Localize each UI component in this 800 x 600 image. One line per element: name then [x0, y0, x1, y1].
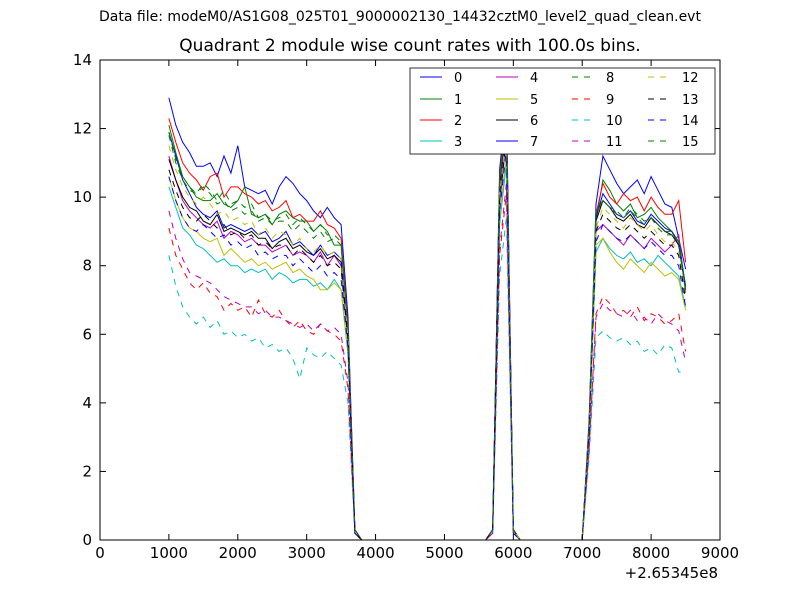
y-tick-label: 10: [73, 188, 92, 206]
series-line-7: [168, 114, 687, 540]
legend-label-1: 1: [454, 93, 462, 108]
x-tick-label: 3000: [288, 544, 326, 562]
legend-label-5: 5: [530, 93, 538, 108]
series-layer: [168, 97, 687, 540]
x-tick-label: 0: [95, 544, 105, 562]
series-line-2: [168, 111, 687, 540]
series-line-12: [168, 131, 687, 540]
x-tick-label: 8000: [632, 544, 670, 562]
x-tick-label: 1000: [150, 544, 188, 562]
x-tick-label: 7000: [563, 544, 601, 562]
series-line-5: [168, 152, 687, 540]
series-line-11: [168, 183, 687, 540]
x-tick-label: 9000: [701, 544, 739, 562]
x-tick-label: 2000: [219, 544, 257, 562]
series-line-10: [168, 217, 686, 540]
legend-label-4: 4: [530, 71, 538, 86]
y-tick-label: 0: [82, 531, 92, 549]
series-line-13: [168, 138, 687, 540]
legend-label-12: 12: [682, 71, 699, 86]
series-line-14: [168, 149, 687, 540]
legend-label-11: 11: [606, 135, 623, 150]
y-tick-label: 2: [82, 462, 92, 480]
legend-label-0: 0: [454, 71, 462, 86]
legend-label-14: 14: [682, 114, 699, 129]
legend-label-2: 2: [454, 114, 462, 129]
y-tick-label: 6: [82, 325, 92, 343]
x-tick-label: 6000: [494, 544, 532, 562]
y-tick-label: 4: [82, 394, 92, 412]
chart-title: Quadrant 2 module wise count rates with …: [179, 36, 641, 56]
y-tick-label: 14: [73, 51, 92, 69]
legend-label-10: 10: [606, 114, 623, 129]
series-line-15: [168, 118, 687, 540]
legend-label-8: 8: [606, 71, 614, 86]
series-line-1: [168, 121, 687, 540]
x-tick-label: 5000: [425, 544, 463, 562]
y-tick-label: 8: [82, 257, 92, 275]
legend-label-3: 3: [454, 135, 462, 150]
legend-label-9: 9: [606, 93, 614, 108]
legend-label-6: 6: [530, 114, 538, 129]
series-line-8: [168, 118, 687, 540]
legend-label-15: 15: [682, 135, 699, 150]
x-tick-label: 4000: [356, 544, 394, 562]
axis-ticks: 0 1000 2000 3000 4000 5000 6000 7000 8000 9000 0 2 4…: [73, 51, 739, 562]
legend-label-7: 7: [530, 135, 538, 150]
series-line-4: [168, 135, 687, 540]
figure-suptitle: Data file: modeM0/AS1G08_025T01_90000021…: [99, 9, 701, 25]
x-offset-label: +2.65345e8: [625, 564, 718, 582]
y-tick-label: 12: [73, 120, 92, 138]
legend-frame: [409, 67, 716, 155]
series-line-0: [168, 97, 687, 540]
legend-label-13: 13: [682, 93, 699, 108]
plot-frame: [99, 59, 721, 541]
